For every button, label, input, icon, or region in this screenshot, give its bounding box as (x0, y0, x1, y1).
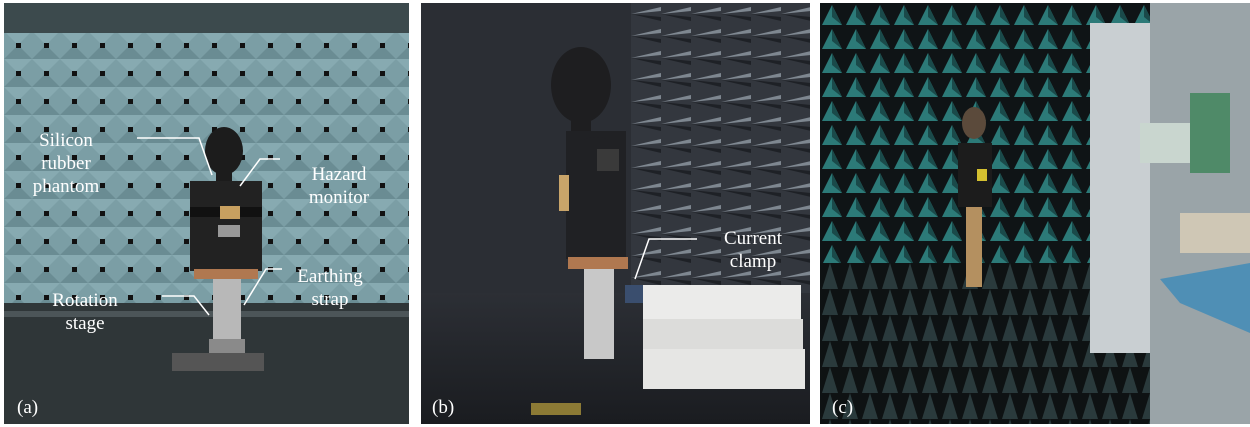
panel-tag-a: (a) (17, 397, 39, 418)
label-line: Hazard (311, 164, 367, 185)
panel-tag-b: (b) (432, 397, 455, 418)
photo-panel-c: (c) (820, 3, 1250, 424)
panel-tag-c: (c) (832, 397, 854, 418)
label-line: Earthing (297, 266, 363, 287)
photo-c-scene (820, 3, 1250, 424)
label-line: Current (723, 228, 783, 249)
label-hazard-monitor: Hazard monitor (274, 163, 404, 209)
label-line: strap (311, 289, 349, 310)
label-line: Rotation (52, 290, 118, 311)
photo-panel-a: Silicon rubber phantom Hazard monitor Ea… (4, 3, 409, 424)
label-earthing-strap: Earthing strap (270, 265, 390, 311)
label-line: clamp (729, 251, 777, 272)
photo-b-scene (421, 3, 810, 424)
photo-a-scene (4, 3, 409, 424)
label-line: monitor (308, 187, 370, 208)
label-line: phantom (32, 176, 100, 197)
label-line: Silicon (39, 130, 93, 151)
label-current-clamp: Current clamp (703, 227, 803, 273)
label-line: stage (65, 313, 105, 334)
callout-lines-a (137, 137, 282, 316)
photo-panel-b: Current clamp (b) (421, 3, 810, 424)
callout-lines-b (634, 238, 697, 280)
label-line: rubber (41, 153, 91, 174)
label-rotation-stage: Rotation stage (30, 289, 140, 335)
label-silicon-rubber-phantom: Silicon rubber phantom (6, 129, 126, 198)
